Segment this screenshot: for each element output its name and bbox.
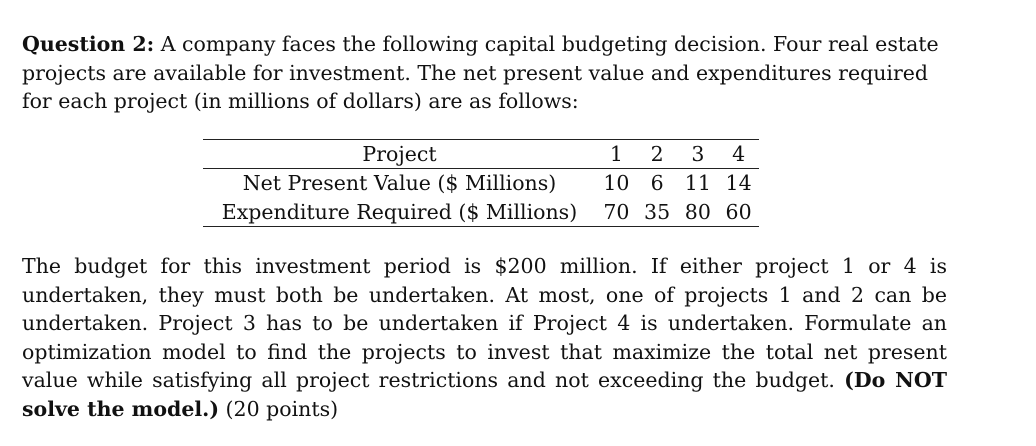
table-header-project-1: 1 (609, 141, 623, 166)
table-cell: 14 (725, 171, 752, 195)
question-intro-paragraph: Question 2: A company faces the followin… (22, 30, 947, 116)
project-table: Project 1 2 3 4 Net Present Value ($ Mil… (203, 139, 759, 228)
table-header-project-2: 2 (650, 141, 664, 166)
table-cell: 80 (684, 199, 711, 224)
table-cell: 35 (644, 199, 671, 224)
table-header-label: Project (362, 141, 437, 166)
question-body-text: The budget for this investment period is… (22, 254, 947, 392)
row-label-expenditure: Expenditure Required ($ Millions) (221, 199, 578, 224)
question-intro-text: A company faces the following capital bu… (22, 32, 939, 113)
table-header-row: Project 1 2 3 4 (203, 139, 759, 169)
table-cell: 10 (603, 171, 630, 195)
points-label: (20 points) (225, 396, 339, 421)
project-table-container: Project 1 2 3 4 Net Present Value ($ Mil… (203, 139, 759, 228)
question-document: Question 2: A company faces the followin… (22, 30, 947, 423)
table-header-project-4: 4 (732, 141, 746, 166)
do-not-solve-note: (Do NOT solve the model.) (22, 368, 947, 421)
table-row-expenditure: Expenditure Required ($ Millions) 70 35 … (203, 198, 759, 227)
table-header-project-3: 3 (691, 141, 705, 166)
row-label-npv: Net Present Value ($ Millions) (242, 171, 557, 195)
question-label: Question 2: (22, 32, 155, 56)
table-cell: 70 (603, 199, 630, 224)
table-cell: 6 (650, 171, 664, 195)
table-cell: 11 (684, 171, 711, 195)
table-row-npv: Net Present Value ($ Millions) 10 6 11 1… (203, 169, 759, 198)
table-cell: 60 (725, 199, 752, 224)
question-body-paragraph: The budget for this investment period is… (22, 252, 947, 423)
